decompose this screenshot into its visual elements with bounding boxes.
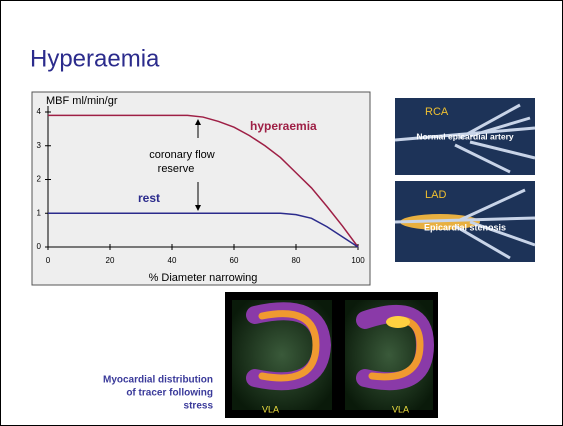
x-tick-label: 80 — [292, 256, 301, 265]
x-tick-label: 40 — [168, 256, 177, 265]
scan-label: VLA — [262, 404, 279, 414]
chart-frame — [32, 92, 370, 285]
angiogram-label: RCA — [425, 106, 449, 118]
y-axis-label: MBF ml/min/gr — [46, 95, 118, 107]
series-label: rest — [138, 191, 160, 205]
slide: Hyperaemia 01234020406080100MBF ml/min/g… — [0, 0, 563, 426]
series-label: hyperaemia — [250, 119, 317, 133]
scan-label: VLA — [392, 404, 409, 414]
slide-title: Hyperaemia — [30, 45, 160, 72]
angiogram-caption: Normal epicardial artery — [416, 131, 514, 141]
angiogram-caption: Epicardial stenosis — [424, 222, 506, 232]
caption-line: Myocardial distribution — [103, 375, 213, 386]
caption-line: stress — [184, 401, 214, 412]
page: Hyperaemia 01234020406080100MBF ml/min/g… — [0, 0, 563, 426]
caption-line: of tracer following — [126, 388, 213, 399]
x-tick-label: 20 — [106, 256, 115, 265]
y-tick-label: 4 — [37, 107, 42, 116]
x-tick-label: 60 — [230, 256, 239, 265]
annotation: reserve — [158, 163, 195, 175]
y-tick-label: 3 — [37, 141, 42, 150]
angiogram-label: LAD — [425, 189, 446, 201]
y-tick-label: 1 — [37, 208, 42, 217]
scan-image: VLA VLA — [225, 292, 438, 418]
annotation: coronary flow — [149, 149, 214, 161]
x-tick-label: 100 — [351, 256, 365, 265]
hot-spot — [386, 316, 410, 328]
x-axis-label: % Diameter narrowing — [149, 272, 258, 284]
x-tick-label: 0 — [46, 256, 51, 265]
y-tick-label: 2 — [37, 175, 42, 184]
y-tick-label: 0 — [37, 242, 42, 251]
